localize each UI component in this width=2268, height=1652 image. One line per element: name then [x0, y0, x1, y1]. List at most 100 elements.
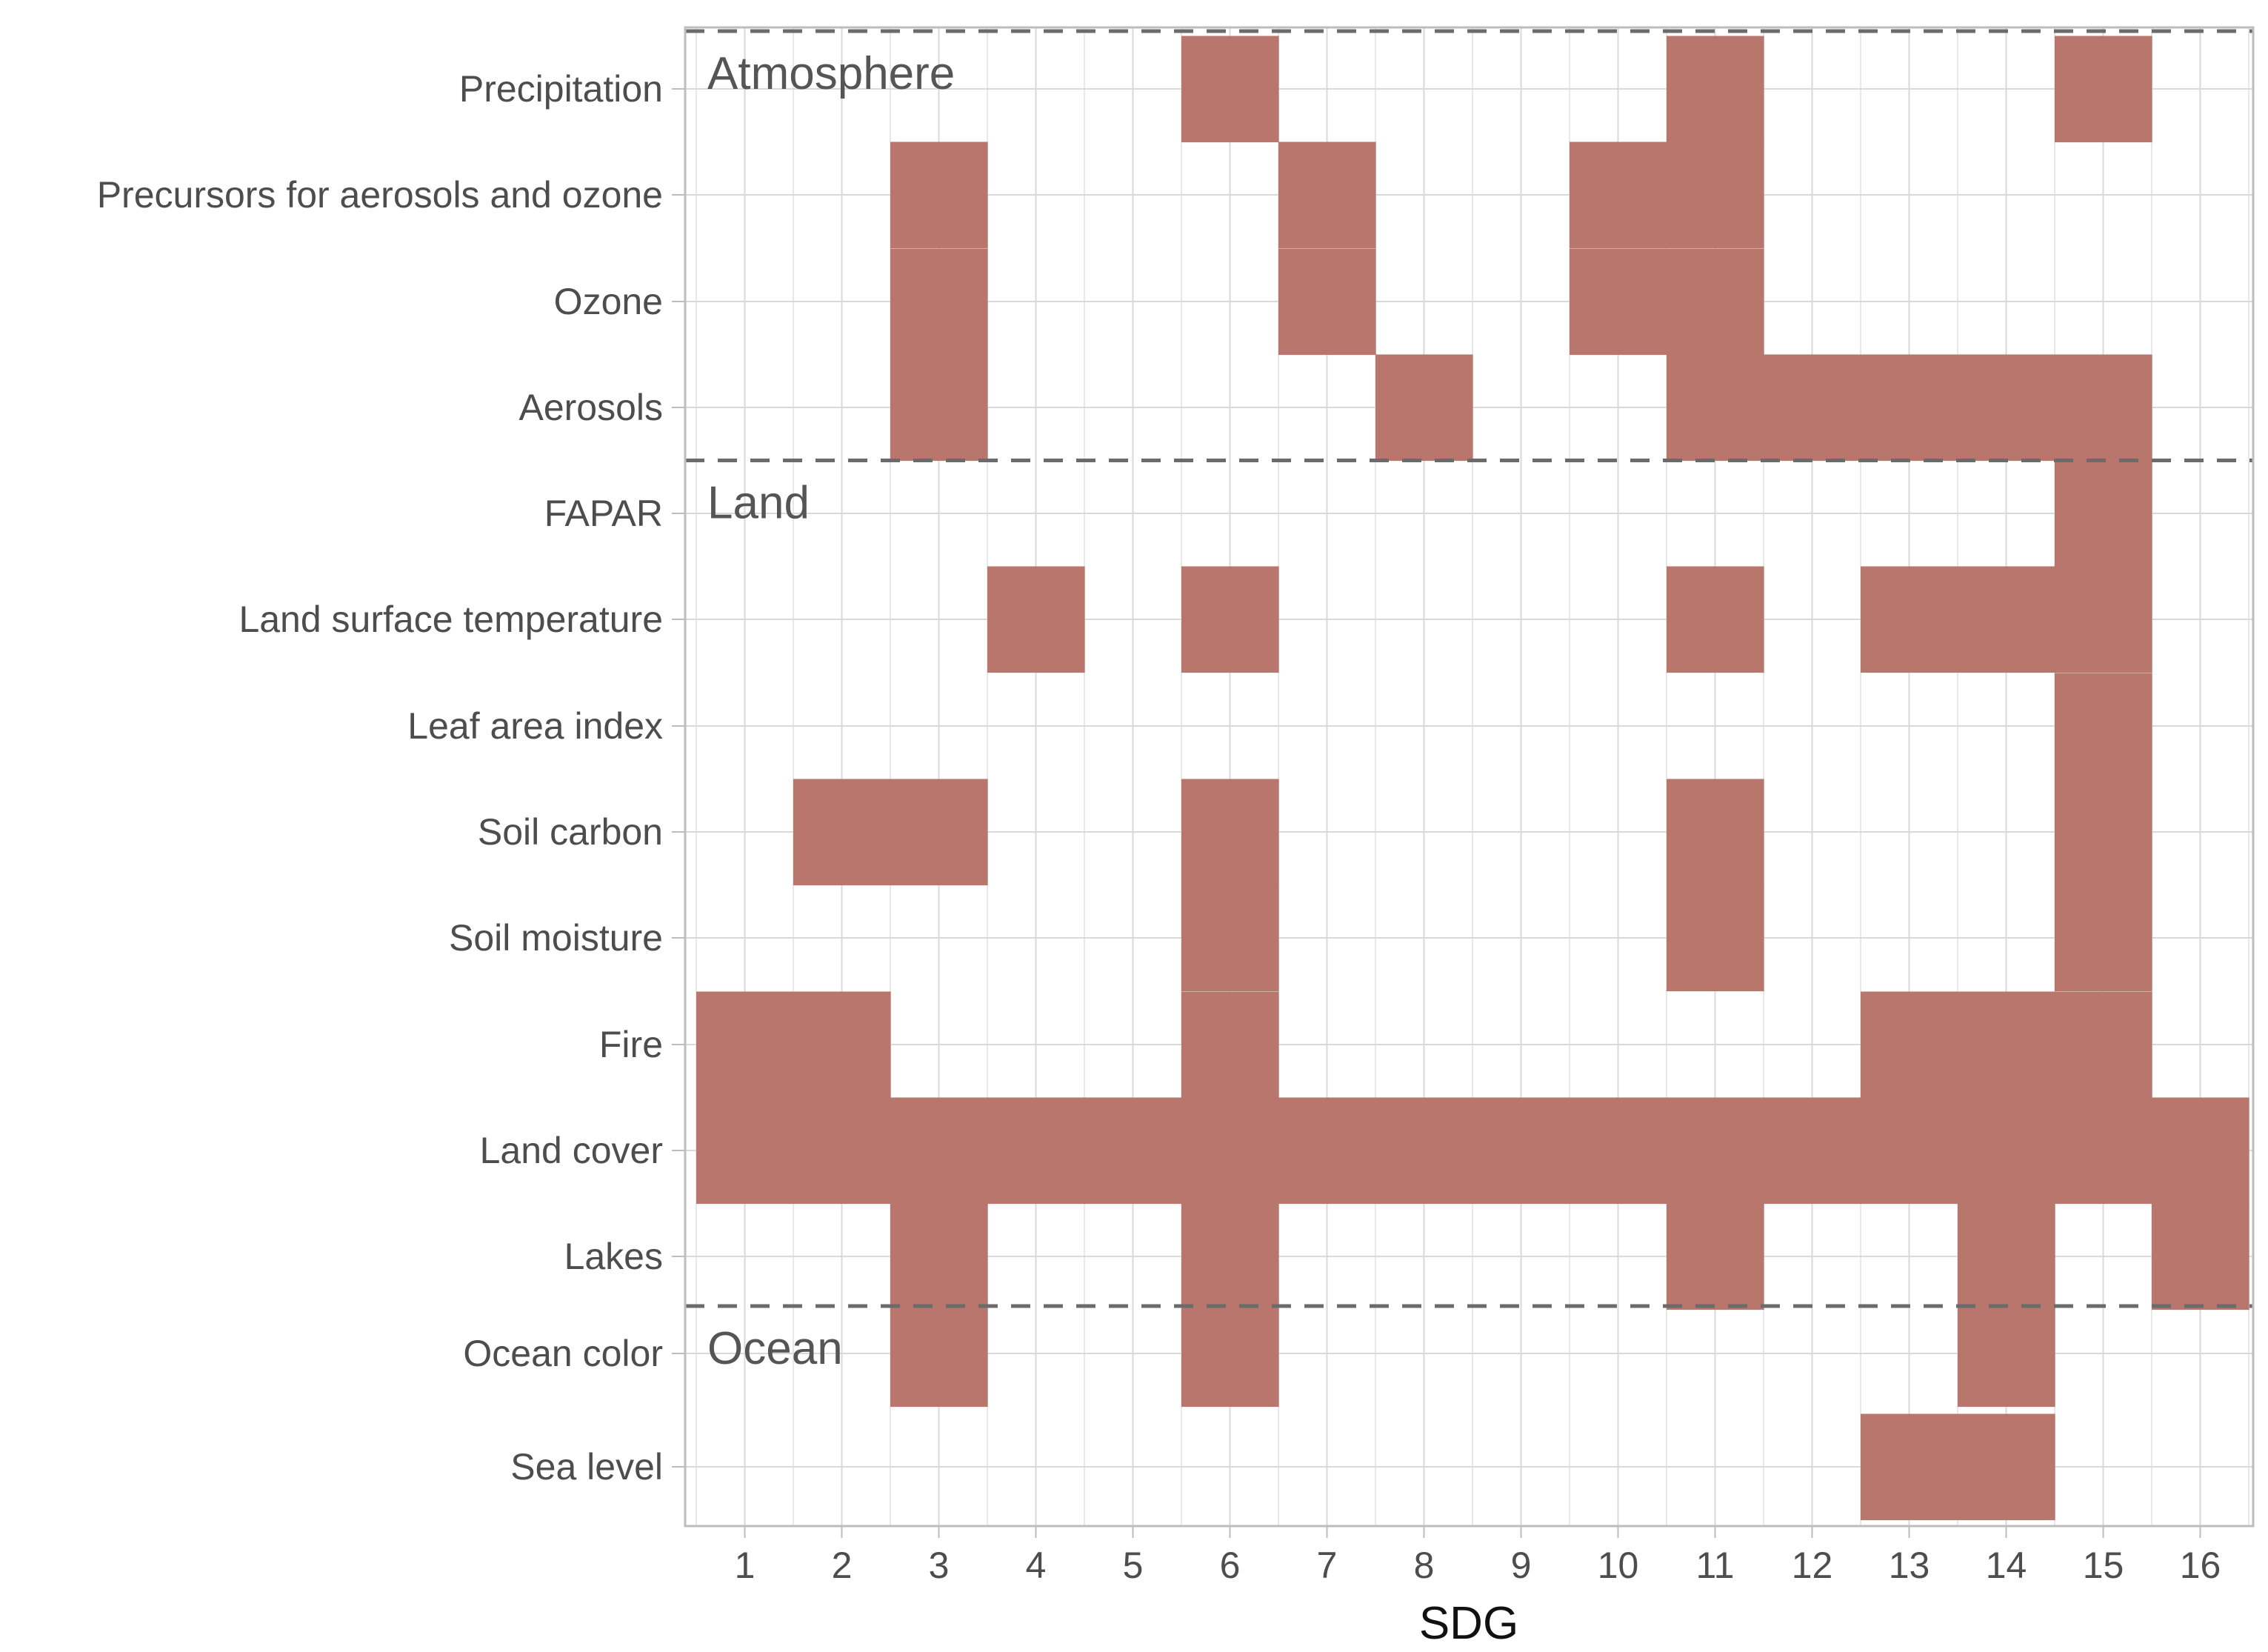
y-tick-land-cover: Land cover [480, 1130, 663, 1171]
y-tick-precursors-for-aerosols-and-ozone: Precursors for aerosols and ozone [97, 174, 663, 216]
cell-land-cover-sdg-10 [1570, 1097, 1667, 1205]
cell-soil-carbon-sdg-11 [1667, 779, 1764, 886]
y-tick-soil-moisture: Soil moisture [449, 917, 663, 959]
cell-lakes-sdg-6 [1181, 1203, 1279, 1310]
cell-land-surface-temperature-sdg-13 [1861, 566, 1958, 673]
group-labels: Atmosphere Land Ocean [707, 48, 955, 1374]
cell-precursors-for-aerosols-and-ozone-sdg-10 [1570, 141, 1667, 249]
cell-soil-carbon-sdg-15 [2055, 779, 2152, 886]
cell-precipitation-sdg-6 [1181, 36, 1279, 143]
cell-land-cover-sdg-6 [1181, 1097, 1279, 1205]
cell-precursors-for-aerosols-and-ozone-sdg-11 [1667, 141, 1764, 249]
cell-soil-carbon-sdg-3 [890, 779, 988, 886]
cell-lakes-sdg-16 [2152, 1203, 2249, 1310]
cell-fapar-sdg-15 [2055, 460, 2152, 567]
cell-land-cover-sdg-15 [2055, 1097, 2152, 1205]
y-tick-fapar: FAPAR [544, 493, 663, 534]
x-tick-9: 9 [1511, 1545, 1532, 1586]
cell-fire-sdg-14 [1958, 991, 2055, 1099]
y-tick-ocean-color: Ocean color [463, 1333, 663, 1374]
x-tick-16: 16 [2180, 1545, 2221, 1586]
cell-land-cover-sdg-12 [1764, 1097, 1861, 1205]
y-tick-land-surface-temperature: Land surface temperature [239, 599, 663, 640]
cell-fire-sdg-2 [793, 991, 891, 1099]
cell-lakes-sdg-11 [1667, 1203, 1764, 1310]
cell-land-cover-sdg-14 [1958, 1097, 2055, 1205]
x-tick-7: 7 [1317, 1545, 1338, 1586]
cell-ozone-sdg-10 [1570, 248, 1667, 356]
cell-land-cover-sdg-1 [696, 1097, 794, 1205]
x-tick-11: 11 [1696, 1545, 1735, 1586]
y-tick-lakes: Lakes [564, 1236, 663, 1277]
y-tick-precipitation: Precipitation [459, 68, 663, 110]
cell-fire-sdg-13 [1861, 991, 1958, 1099]
cell-land-cover-sdg-7 [1278, 1097, 1376, 1205]
cell-ozone-sdg-11 [1667, 248, 1764, 356]
y-tick-sea-level: Sea level [510, 1446, 663, 1488]
group-label-land: Land [707, 478, 810, 529]
x-tick-3: 3 [929, 1545, 950, 1586]
cell-land-cover-sdg-8 [1375, 1097, 1473, 1205]
x-tick-14: 14 [1986, 1545, 2027, 1586]
cell-fire-sdg-6 [1181, 991, 1279, 1099]
cell-aerosols-sdg-13 [1861, 354, 1958, 462]
cell-land-cover-sdg-4 [987, 1097, 1085, 1205]
x-tick-6: 6 [1220, 1545, 1241, 1586]
cell-fire-sdg-15 [2055, 991, 2152, 1099]
cell-sea-level-sdg-14 [1958, 1413, 2055, 1521]
group-label-ocean: Ocean [707, 1323, 843, 1374]
cell-land-surface-temperature-sdg-14 [1958, 566, 2055, 673]
x-tick-2: 2 [832, 1545, 853, 1586]
cell-land-cover-sdg-5 [1084, 1097, 1182, 1205]
cell-aerosols-sdg-15 [2055, 354, 2152, 462]
cell-sea-level-sdg-13 [1861, 1413, 1958, 1521]
x-tick-1: 1 [735, 1545, 756, 1586]
cell-ocean-color-sdg-3 [890, 1300, 988, 1408]
heatmap-cells [696, 36, 2249, 1521]
cell-soil-carbon-sdg-6 [1181, 779, 1279, 886]
cell-precursors-for-aerosols-and-ozone-sdg-3 [890, 141, 988, 249]
cell-land-cover-sdg-11 [1667, 1097, 1764, 1205]
x-tick-15: 15 [2083, 1545, 2124, 1586]
cell-land-surface-temperature-sdg-6 [1181, 566, 1279, 673]
cell-land-cover-sdg-16 [2152, 1097, 2249, 1205]
cell-land-cover-sdg-3 [890, 1097, 988, 1205]
cell-ocean-color-sdg-6 [1181, 1300, 1279, 1408]
x-tick-5: 5 [1123, 1545, 1144, 1586]
cell-lakes-sdg-14 [1958, 1203, 2055, 1310]
cell-leaf-area-index-sdg-15 [2055, 673, 2152, 780]
cell-aerosols-sdg-3 [890, 354, 988, 462]
cell-land-surface-temperature-sdg-15 [2055, 566, 2152, 673]
cell-ozone-sdg-3 [890, 248, 988, 356]
cell-soil-moisture-sdg-6 [1181, 885, 1279, 992]
cell-soil-moisture-sdg-15 [2055, 885, 2152, 992]
cell-land-surface-temperature-sdg-11 [1667, 566, 1764, 673]
cell-ozone-sdg-7 [1278, 248, 1376, 356]
cell-land-surface-temperature-sdg-4 [987, 566, 1085, 673]
group-separators [685, 29, 2253, 1308]
x-tick-13: 13 [1889, 1545, 1930, 1586]
cell-fire-sdg-1 [696, 991, 794, 1099]
cell-aerosols-sdg-14 [1958, 354, 2055, 462]
plot-frame [684, 26, 2255, 1528]
cell-ocean-color-sdg-14 [1958, 1300, 2055, 1408]
cell-precipitation-sdg-15 [2055, 36, 2152, 143]
x-tick-12: 12 [1792, 1545, 1833, 1586]
x-tick-4: 4 [1026, 1545, 1047, 1586]
x-axis-title: SDG [1419, 1598, 1518, 1649]
cell-soil-carbon-sdg-2 [793, 779, 891, 886]
cell-aerosols-sdg-12 [1764, 354, 1861, 462]
cell-aerosols-sdg-8 [1375, 354, 1473, 462]
y-tick-fire: Fire [599, 1024, 663, 1065]
y-tick-leaf-area-index: Leaf area index [407, 705, 663, 747]
cell-land-cover-sdg-9 [1472, 1097, 1570, 1205]
x-tick-8: 8 [1414, 1545, 1435, 1586]
y-axis-ticks: Precipitation Precursors for aerosols and… [97, 68, 685, 1488]
cell-soil-moisture-sdg-11 [1667, 885, 1764, 992]
cell-precursors-for-aerosols-and-ozone-sdg-7 [1278, 141, 1376, 249]
cell-land-cover-sdg-13 [1861, 1097, 1958, 1205]
y-tick-aerosols: Aerosols [518, 387, 663, 428]
y-tick-ozone: Ozone [554, 281, 663, 322]
y-tick-soil-carbon: Soil carbon [478, 811, 663, 853]
x-axis-ticks: 1 2 3 4 5 6 7 8 9 10 11 12 13 14 15 16 [735, 1526, 2221, 1586]
